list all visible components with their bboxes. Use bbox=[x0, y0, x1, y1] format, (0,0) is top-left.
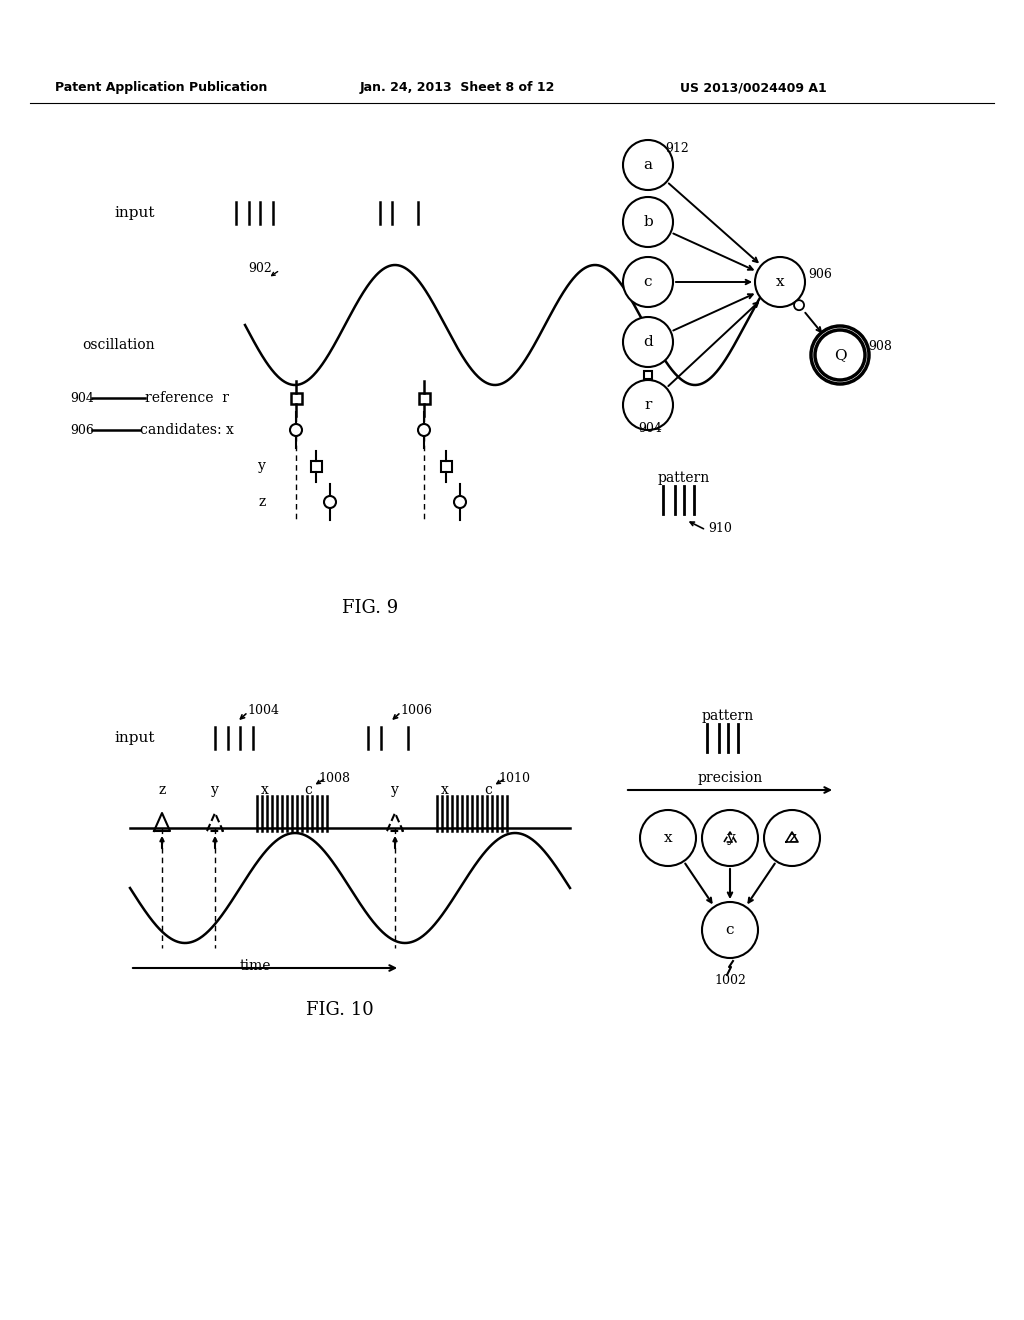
Text: FIG. 9: FIG. 9 bbox=[342, 599, 398, 616]
Text: US 2013/0024409 A1: US 2013/0024409 A1 bbox=[680, 82, 826, 95]
Text: oscillation: oscillation bbox=[82, 338, 155, 352]
Text: c: c bbox=[484, 783, 492, 797]
Text: 1006: 1006 bbox=[400, 704, 432, 717]
Text: c: c bbox=[726, 923, 734, 937]
Text: z: z bbox=[159, 783, 166, 797]
Text: c: c bbox=[644, 275, 652, 289]
Text: 904: 904 bbox=[70, 392, 94, 404]
Text: 1004: 1004 bbox=[247, 704, 279, 717]
Text: z: z bbox=[259, 495, 266, 510]
Text: 906: 906 bbox=[70, 424, 94, 437]
Text: 904: 904 bbox=[638, 421, 662, 434]
Text: input: input bbox=[115, 731, 155, 744]
Text: 902: 902 bbox=[248, 261, 271, 275]
Text: b: b bbox=[643, 215, 653, 228]
Bar bbox=[310, 461, 322, 471]
Bar bbox=[644, 371, 652, 379]
Text: reference  r: reference r bbox=[145, 391, 229, 405]
Circle shape bbox=[623, 380, 673, 430]
Circle shape bbox=[640, 810, 696, 866]
Circle shape bbox=[702, 902, 758, 958]
Bar bbox=[440, 461, 452, 471]
Text: pattern: pattern bbox=[658, 471, 711, 484]
Circle shape bbox=[454, 496, 466, 508]
Text: 1010: 1010 bbox=[498, 771, 530, 784]
Text: y: y bbox=[391, 783, 399, 797]
Circle shape bbox=[623, 317, 673, 367]
Text: time: time bbox=[240, 960, 270, 973]
Text: 912: 912 bbox=[665, 141, 689, 154]
Text: Q: Q bbox=[834, 348, 846, 362]
Text: input: input bbox=[115, 206, 155, 220]
Text: z: z bbox=[788, 832, 796, 845]
Circle shape bbox=[794, 300, 804, 310]
Text: 1002: 1002 bbox=[714, 974, 745, 986]
Text: 908: 908 bbox=[868, 341, 892, 354]
Text: 910: 910 bbox=[708, 521, 732, 535]
Text: pattern: pattern bbox=[702, 709, 755, 723]
Text: Jan. 24, 2013  Sheet 8 of 12: Jan. 24, 2013 Sheet 8 of 12 bbox=[360, 82, 555, 95]
Circle shape bbox=[418, 424, 430, 436]
Circle shape bbox=[290, 424, 302, 436]
Bar bbox=[291, 392, 301, 404]
Text: FIG. 10: FIG. 10 bbox=[306, 1001, 374, 1019]
Circle shape bbox=[755, 257, 805, 308]
Text: y: y bbox=[726, 832, 734, 845]
Circle shape bbox=[623, 197, 673, 247]
Circle shape bbox=[815, 330, 865, 380]
Text: x: x bbox=[441, 783, 449, 797]
Text: x: x bbox=[664, 832, 673, 845]
Text: c: c bbox=[304, 783, 312, 797]
Text: r: r bbox=[644, 399, 651, 412]
Text: d: d bbox=[643, 335, 653, 348]
Circle shape bbox=[764, 810, 820, 866]
Text: x: x bbox=[261, 783, 269, 797]
Text: candidates: x: candidates: x bbox=[140, 422, 233, 437]
Text: Patent Application Publication: Patent Application Publication bbox=[55, 82, 267, 95]
Circle shape bbox=[702, 810, 758, 866]
Text: precision: precision bbox=[697, 771, 763, 785]
Text: y: y bbox=[258, 459, 266, 473]
Text: 1008: 1008 bbox=[318, 771, 350, 784]
Text: y: y bbox=[211, 783, 219, 797]
Text: x: x bbox=[776, 275, 784, 289]
Text: 906: 906 bbox=[808, 268, 831, 281]
Circle shape bbox=[324, 496, 336, 508]
Circle shape bbox=[623, 140, 673, 190]
Bar bbox=[419, 392, 429, 404]
Circle shape bbox=[623, 257, 673, 308]
Text: a: a bbox=[643, 158, 652, 172]
